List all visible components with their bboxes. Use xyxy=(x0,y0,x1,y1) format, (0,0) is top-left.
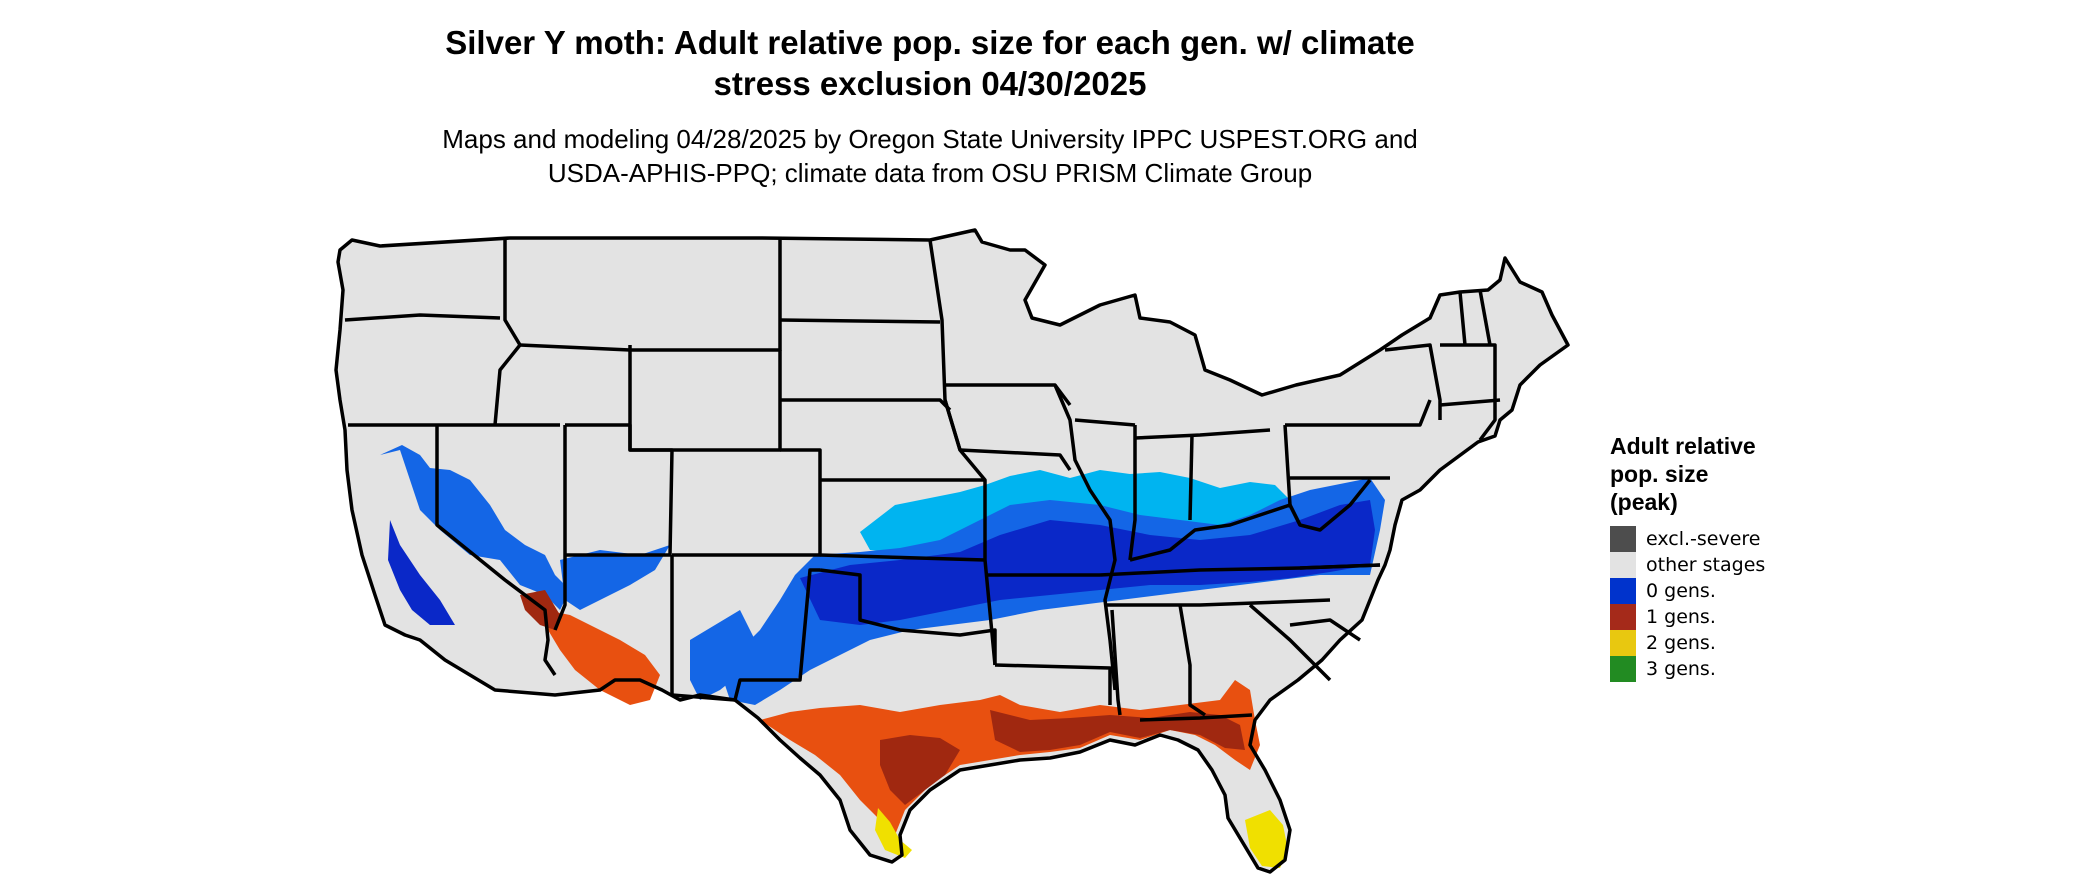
border-wi-il xyxy=(1074,418,1136,427)
border-mt-wy xyxy=(519,238,782,352)
legend: Adult relative pop. size (peak) excl.-se… xyxy=(1610,432,1765,682)
zone-west-blue-2 xyxy=(388,520,455,625)
border-nc-sc xyxy=(1289,618,1361,642)
border-vt-nh xyxy=(1458,291,1467,346)
legend-item-0-gens: 0 gens. xyxy=(1610,578,1765,604)
border-nd-sd xyxy=(779,318,941,324)
legend-label: 3 gens. xyxy=(1646,658,1716,680)
border-va-nc xyxy=(1299,563,1381,570)
legend-title-line2: pop. size xyxy=(1610,461,1709,487)
border-nv-ut xyxy=(553,425,567,631)
legend-swatch xyxy=(1610,630,1636,656)
border-wa-or xyxy=(344,313,501,322)
map-subtitle-line2: USDA-APHIS-PPQ; climate data from OSU PR… xyxy=(547,158,1313,188)
border-co-nm xyxy=(672,448,822,557)
zone-tx-red xyxy=(880,735,960,805)
legend-item-2-gens: 2 gens. xyxy=(1610,630,1765,656)
map-title: Silver Y moth: Adult relative pop. size … xyxy=(0,22,1860,104)
map-subtitle: Maps and modeling 04/28/2025 by Oregon S… xyxy=(0,122,1860,190)
border-new-england xyxy=(1440,343,1497,442)
zone-dark-blue xyxy=(800,500,1375,625)
legend-item-1-gens: 1 gens. xyxy=(1610,604,1765,630)
map-title-line1: Silver Y moth: Adult relative pop. size … xyxy=(445,24,1415,61)
border-ca-nv xyxy=(435,425,557,676)
border-wv-va xyxy=(1288,478,1372,532)
border-pa-ny xyxy=(1285,399,1432,427)
zone-nm-blue xyxy=(690,610,755,700)
map-subtitle-line1: Maps and modeling 04/28/2025 by Oregon S… xyxy=(442,124,1418,154)
border-ga-fl xyxy=(1139,713,1253,722)
border-al-ga xyxy=(1178,604,1206,717)
border-mississippi xyxy=(1053,384,1117,691)
border-ne-mo xyxy=(943,399,962,451)
legend-label: 2 gens. xyxy=(1646,632,1716,654)
legend-title-line1: Adult relative xyxy=(1610,433,1756,459)
zone-gulf-red xyxy=(990,710,1245,752)
border-ks-ok xyxy=(819,553,986,562)
border-ok-tx xyxy=(819,568,997,665)
border-mi-south xyxy=(1134,428,1271,440)
border-ar-la xyxy=(994,663,1112,705)
zone-west-blue xyxy=(380,445,570,610)
legend-item-3-gens: 3 gens. xyxy=(1610,656,1765,682)
border-ga-sc xyxy=(1248,603,1332,682)
border-ms-al xyxy=(1110,609,1122,716)
border-il-in xyxy=(1128,425,1137,561)
legend-item-excl-severe: excl.-severe xyxy=(1610,526,1765,552)
border-nm-tx xyxy=(671,568,820,702)
map-title-line2: stress exclusion 04/30/2025 xyxy=(713,65,1147,102)
border-ia-mo xyxy=(959,448,1072,471)
legend-label: 1 gens. xyxy=(1646,606,1716,628)
legend-title-line3: (peak) xyxy=(1610,489,1678,515)
zone-az-blue xyxy=(560,545,670,610)
legend-swatch xyxy=(1610,526,1636,552)
border-oh-pa xyxy=(1283,424,1292,506)
us-outline xyxy=(334,228,1570,874)
state-borders xyxy=(334,228,1570,874)
border-ny-north xyxy=(1384,343,1442,420)
border-in-oh xyxy=(1188,434,1194,521)
legend-swatch xyxy=(1610,604,1636,630)
legend-swatch xyxy=(1610,552,1636,578)
border-nh-me xyxy=(1478,289,1492,346)
legend-label: excl.-severe xyxy=(1646,528,1761,550)
legend-label: 0 gens. xyxy=(1646,580,1716,602)
legend-swatch xyxy=(1610,578,1636,604)
border-tn-south xyxy=(1105,598,1331,607)
legend-swatch xyxy=(1610,656,1636,682)
legend-title: Adult relative pop. size (peak) xyxy=(1610,432,1765,516)
zone-fl-yellow xyxy=(1245,810,1288,868)
legend-label: other stages xyxy=(1646,554,1766,576)
border-ma-ct xyxy=(1439,398,1501,407)
legend-item-other-stages: other stages xyxy=(1610,552,1765,578)
